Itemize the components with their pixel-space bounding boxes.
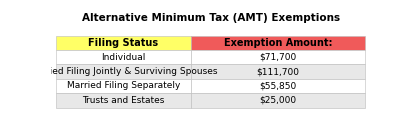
Text: Trusts and Estates: Trusts and Estates: [82, 96, 164, 105]
Bar: [56, 64, 191, 79]
Bar: [191, 50, 365, 64]
Text: $111,700: $111,700: [256, 67, 299, 76]
Text: $25,000: $25,000: [259, 96, 296, 105]
Text: $55,850: $55,850: [259, 81, 296, 91]
Text: Married Filing Jointly & Surviving Spouses: Married Filing Jointly & Surviving Spous…: [29, 67, 217, 76]
Bar: [191, 64, 365, 79]
Bar: [56, 50, 191, 64]
Bar: [191, 93, 365, 108]
Bar: [191, 36, 365, 50]
Bar: [56, 93, 191, 108]
Bar: [56, 79, 191, 93]
Text: $71,700: $71,700: [259, 53, 296, 62]
Bar: [56, 36, 191, 50]
Text: Exemption Amount:: Exemption Amount:: [224, 38, 332, 48]
Text: Filing Status: Filing Status: [88, 38, 158, 48]
Text: Married Filing Separately: Married Filing Separately: [67, 81, 180, 91]
Text: Alternative Minimum Tax (AMT) Exemptions: Alternative Minimum Tax (AMT) Exemptions: [81, 13, 340, 23]
Text: Individual: Individual: [101, 53, 145, 62]
Bar: [191, 79, 365, 93]
